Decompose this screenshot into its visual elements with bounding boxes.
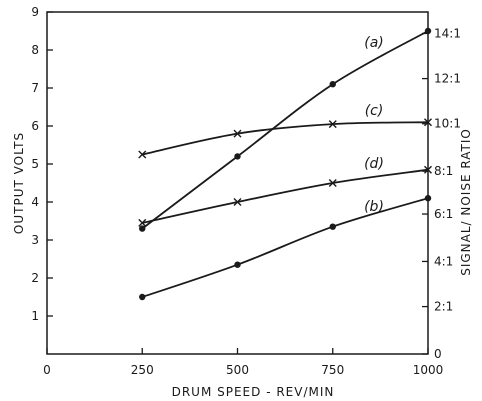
- data-point: [328, 120, 337, 129]
- y2-tick-label: 6:1: [434, 207, 453, 221]
- series-label: (a): [364, 35, 384, 51]
- data-point: [233, 129, 242, 138]
- y-tick-label: 3: [31, 233, 39, 247]
- series-line: [141, 30, 429, 230]
- y2-tick-label: 4:1: [434, 254, 453, 268]
- data-point: [424, 118, 432, 127]
- data-point: [138, 218, 147, 227]
- y-tick-label: 8: [31, 43, 39, 57]
- plot-frame: [46, 11, 429, 355]
- data-point: [139, 225, 146, 232]
- x-tick-label: 250: [131, 363, 154, 377]
- data-point: [424, 195, 432, 202]
- y2-tick-label: 8:1: [434, 164, 453, 178]
- x-axis-title: DRUM SPEED - REV/MIN: [172, 385, 335, 399]
- y2-tick-label: 0: [434, 347, 442, 361]
- y-tick-label: 5: [31, 157, 39, 171]
- y-tick-label: 9: [31, 5, 39, 19]
- series-line: [142, 168, 429, 224]
- data-point: [329, 81, 336, 88]
- y2-tick-label: 2:1: [434, 300, 453, 314]
- y-tick-label: 6: [31, 119, 39, 133]
- x-tick-label: 1000: [413, 363, 444, 377]
- y2-axis-title: SIGNAL/ NOISE RATIO: [459, 128, 473, 276]
- data-point: [234, 261, 241, 268]
- series-line: [142, 121, 429, 156]
- x-tick-label: 500: [226, 363, 249, 377]
- y-axis-title: OUTPUT VOLTS: [12, 132, 26, 234]
- y-tick-label: 4: [31, 195, 39, 209]
- y-tick-label: 1: [31, 309, 39, 323]
- y2-tick-label: 12:1: [434, 72, 461, 86]
- data-point: [233, 198, 242, 206]
- x-tick-label: 750: [321, 363, 344, 377]
- data-point: [424, 165, 432, 174]
- data-point: [138, 150, 147, 159]
- data-point: [139, 293, 146, 301]
- data-point: [329, 223, 336, 230]
- y2-tick-label: 14:1: [434, 26, 461, 40]
- series-label: (d): [364, 156, 384, 172]
- x-tick-label: 0: [43, 363, 51, 377]
- series-label: (b): [364, 199, 384, 215]
- data-point: [424, 27, 432, 35]
- series-label: (c): [365, 103, 384, 119]
- y-tick-label: 2: [31, 271, 39, 285]
- series-line: [141, 197, 429, 298]
- data-point: [234, 153, 241, 160]
- data-point: [328, 179, 337, 187]
- y-tick-label: 7: [31, 81, 39, 95]
- y2-tick-label: 10:1: [434, 117, 461, 131]
